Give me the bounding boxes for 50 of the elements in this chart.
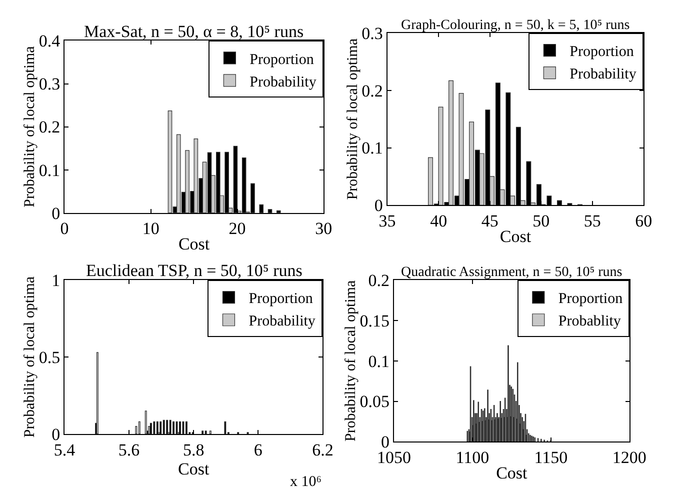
x-tick-label: 30	[315, 219, 332, 238]
legend-label: Probablity	[558, 314, 622, 330]
y-tick-label: 0.2	[368, 271, 390, 290]
x-tick-label: 40	[430, 212, 448, 231]
x-tick-label: 5.6	[118, 440, 140, 460]
legend-label: Proportion	[248, 291, 314, 308]
x-axis-title: Cost	[178, 234, 210, 254]
y-axis-title: Probability of local optima	[22, 276, 38, 438]
x-tick-label: 1200	[612, 448, 646, 468]
x-tick-label: 20	[228, 219, 246, 238]
legend-label: Probability	[250, 74, 317, 90]
y-axis-title: Probability of local optima	[343, 280, 360, 442]
x-axis-title: Cost	[178, 459, 210, 478]
y-tick-label: 0.4	[38, 32, 61, 51]
x-tick-label: 6	[254, 440, 262, 460]
x-tick-label: 10	[142, 219, 160, 238]
legend-label: Proportion	[558, 291, 624, 308]
chart-title: Max-Sat, n = 50, α = 8, 10⁵ runs	[84, 22, 304, 41]
x-tick-label: 55	[584, 212, 601, 231]
x-tick-label: 6.2	[312, 440, 334, 460]
x-tick-label: 1150	[534, 448, 568, 468]
legend-label: Probability	[248, 314, 316, 330]
y-axis-title: Probability of local optima	[344, 38, 361, 200]
y-tick-label: 0.2	[38, 118, 60, 137]
y-tick-label: 0.1	[362, 138, 383, 158]
y-tick-label: 0.3	[38, 74, 60, 94]
x-axis-title: Cost	[496, 463, 528, 482]
y-tick-label: 1	[52, 271, 60, 290]
y-tick-label: 0.15	[360, 311, 390, 330]
y-tick-label: 0.3	[362, 24, 383, 43]
legend-label: Proportion	[250, 52, 314, 68]
y-axis-title: Probability of local optima	[22, 46, 38, 208]
legend-label: Probability	[570, 66, 637, 83]
y-tick-label: 0.05	[360, 392, 390, 412]
chart-title: Graph-Colouring, n = 50, k = 5, 10⁵ runs	[401, 18, 630, 33]
x-tick-label: 1050	[376, 448, 411, 468]
chart-title: Quadratic Assignment, n = 50, 10⁵ runs	[401, 265, 622, 280]
text: x 10⁶	[290, 474, 322, 490]
y-tick-label: 0.2	[362, 81, 383, 100]
y-tick-label: 0.1	[368, 352, 390, 371]
x-tick-label: 5.8	[182, 440, 204, 460]
x-axis-title: Cost	[500, 226, 532, 246]
chart-title: Euclidean TSP, n = 50, 10⁵ runs	[86, 261, 302, 280]
x-tick-label: 60	[635, 212, 652, 231]
legend-label: Proportion	[570, 44, 634, 60]
x-tick-label: 1100	[456, 448, 490, 468]
y-tick-label: 0.1	[38, 160, 60, 180]
y-tick-label: 0.5	[38, 348, 60, 367]
x-tick-label: 50	[532, 212, 550, 231]
x-tick-label: 45	[481, 212, 498, 231]
